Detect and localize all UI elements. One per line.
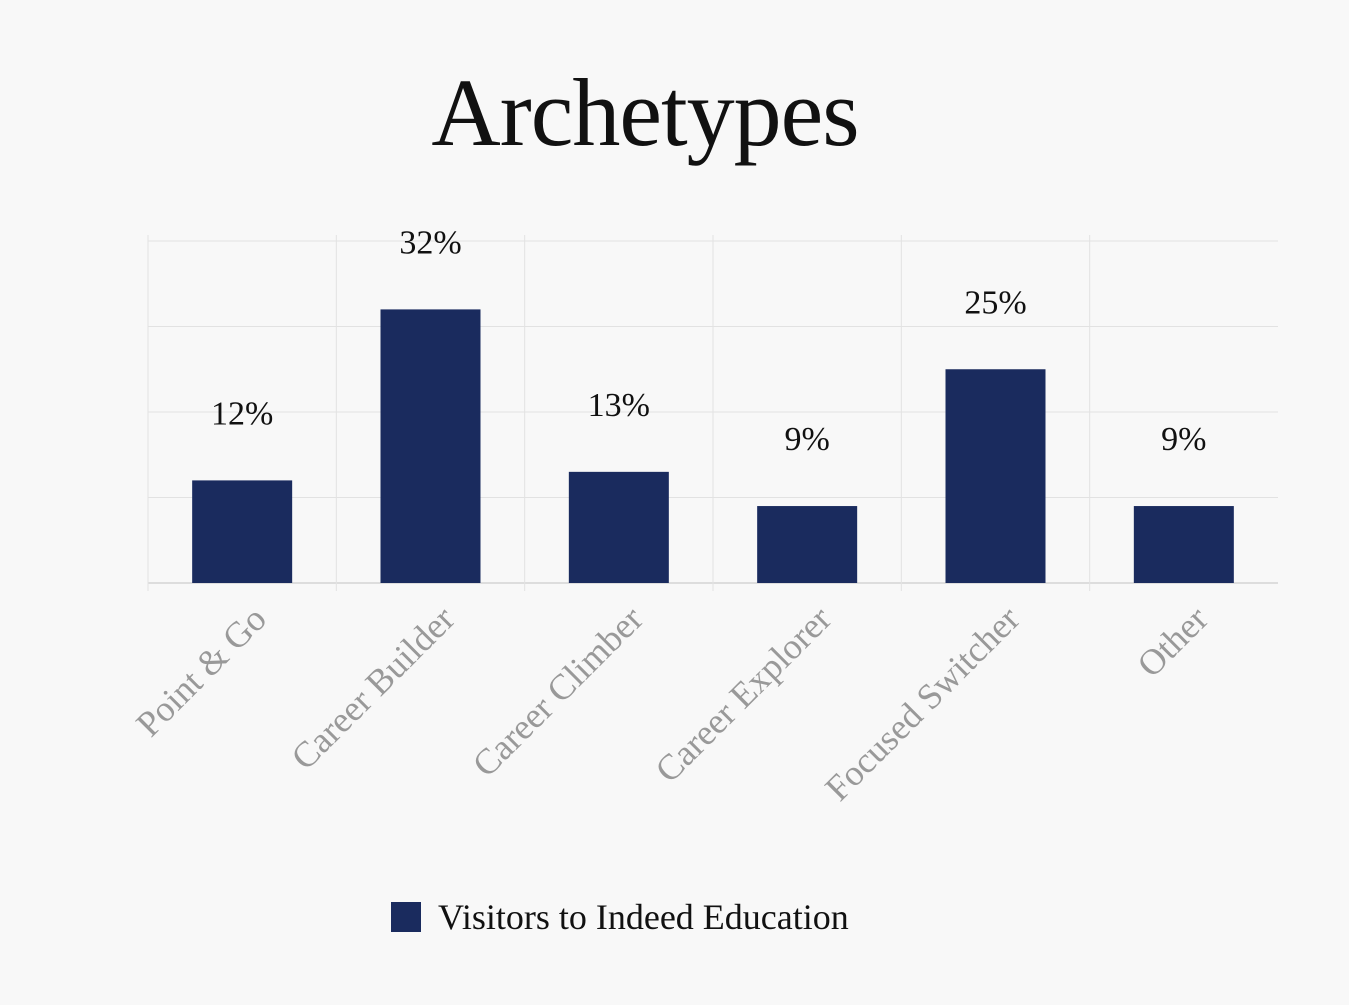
bar bbox=[192, 480, 293, 583]
bar bbox=[568, 471, 669, 583]
value-label: 12% bbox=[211, 395, 273, 432]
value-label: 13% bbox=[588, 387, 650, 424]
value-label: 9% bbox=[785, 421, 830, 458]
legend: Visitors to Indeed Education bbox=[391, 896, 849, 938]
value-label: 25% bbox=[964, 284, 1026, 321]
value-label: 9% bbox=[1161, 421, 1206, 458]
bar bbox=[945, 369, 1046, 583]
bar bbox=[1133, 506, 1234, 583]
x-tick-label: Point & Go bbox=[128, 598, 274, 744]
legend-swatch bbox=[391, 902, 421, 932]
x-tick-label: Career Builder bbox=[283, 598, 462, 777]
x-tick-label: Career Climber bbox=[465, 598, 651, 784]
chart-title: Archetypes bbox=[431, 59, 859, 166]
gridlines bbox=[147, 235, 1278, 591]
bars bbox=[192, 309, 1234, 583]
x-tick-label: Career Explorer bbox=[647, 598, 839, 790]
value-label: 32% bbox=[399, 224, 461, 261]
x-tick-label: Other bbox=[1129, 598, 1215, 684]
bar bbox=[380, 309, 481, 583]
value-labels: 12% 32% 13% 9% 25% 9% bbox=[211, 224, 1206, 458]
bar bbox=[757, 506, 858, 583]
x-tick-label: Focused Switcher bbox=[817, 598, 1027, 808]
legend-label: Visitors to Indeed Education bbox=[438, 897, 849, 937]
x-tick-labels: Point & Go Career Builder Career ClimberCa… bbox=[128, 598, 1215, 808]
